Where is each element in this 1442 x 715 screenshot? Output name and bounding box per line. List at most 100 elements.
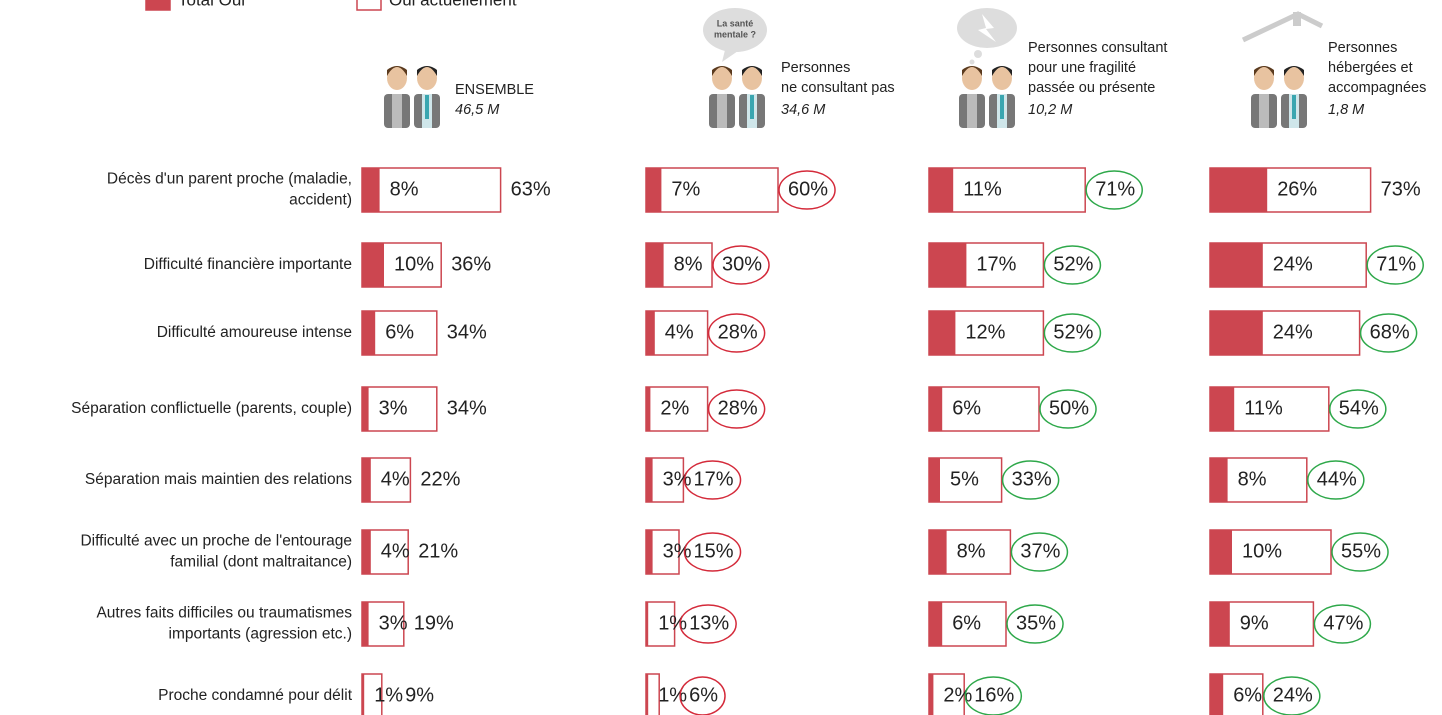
category-label: Difficulté financière importante <box>144 256 352 273</box>
total-label: 71% <box>1376 253 1416 275</box>
total-label: 37% <box>1020 540 1060 562</box>
current-bar <box>646 387 651 431</box>
category-label: Décès d'un parent proche (maladie, <box>107 171 352 188</box>
total-bar <box>645 167 779 213</box>
highlight-circle <box>1307 460 1365 500</box>
current-bar <box>362 387 369 431</box>
current-label: 11% <box>963 178 1002 200</box>
total-label: 17% <box>694 468 734 490</box>
current-bar <box>929 243 967 287</box>
highlight-circle <box>679 676 726 715</box>
house-roof <box>1241 11 1324 43</box>
current-label: 4% <box>381 468 410 490</box>
group-size: 10,2 M <box>1028 102 1073 118</box>
category-label: Séparation mais maintien des relations <box>85 471 352 488</box>
category-label: importants (agression etc.) <box>169 626 353 643</box>
total-label: 21% <box>418 540 458 562</box>
current-label: 9% <box>1240 612 1269 634</box>
current-bar <box>929 168 954 212</box>
current-bar <box>1210 458 1228 502</box>
total-label: 44% <box>1317 468 1357 490</box>
current-bar <box>362 311 376 355</box>
current-bar <box>362 168 380 212</box>
icon-shirt <box>1259 94 1269 128</box>
icon-hair <box>417 66 437 76</box>
current-bar <box>929 387 943 431</box>
group-label: pour une fragilité <box>1028 60 1136 76</box>
category-label: Difficulté avec un proche de l'entourage <box>80 533 352 550</box>
current-label: 3% <box>663 540 692 562</box>
current-bar <box>646 458 653 502</box>
total-label: 28% <box>718 321 758 343</box>
group-size: 46,5 M <box>455 102 500 118</box>
current-label: 3% <box>379 397 408 419</box>
total-label: 15% <box>694 540 734 562</box>
icon-hair <box>712 66 732 76</box>
icon-tie <box>750 95 754 119</box>
current-label: 11% <box>1244 397 1283 419</box>
legend-label: Oui actuellement <box>389 0 517 9</box>
total-label: 60% <box>788 178 828 200</box>
highlight-circle <box>679 604 737 644</box>
group-size: 34,6 M <box>781 102 826 118</box>
total-label: 52% <box>1053 253 1093 275</box>
icon-hair <box>387 66 407 76</box>
icon-hair <box>992 66 1012 76</box>
group-label: hébergées et <box>1328 60 1413 76</box>
current-label: 6% <box>952 612 981 634</box>
current-label: 8% <box>674 253 703 275</box>
current-bar <box>1210 311 1263 355</box>
highlight-circle <box>1359 313 1418 353</box>
current-label: 2% <box>943 684 972 706</box>
total-label: 34% <box>447 321 487 343</box>
current-label: 1% <box>658 612 687 634</box>
current-label: 4% <box>381 540 410 562</box>
legend-swatch <box>356 0 382 11</box>
current-bar <box>929 458 940 502</box>
current-label: 8% <box>390 178 419 200</box>
total-label: 13% <box>689 612 729 634</box>
current-bar <box>1210 674 1224 715</box>
highlight-circle <box>964 676 1023 715</box>
icon-tie <box>1292 95 1296 119</box>
total-label: 6% <box>689 684 718 706</box>
current-label: 17% <box>976 253 1016 275</box>
highlight-circle <box>683 460 742 500</box>
current-bar <box>929 530 947 574</box>
category-label: Séparation conflictuelle (parents, coupl… <box>71 400 352 417</box>
total-label: 55% <box>1341 540 1381 562</box>
current-bar <box>1210 168 1268 212</box>
total-label: 19% <box>414 612 454 634</box>
current-label: 5% <box>950 468 979 490</box>
highlight-circle <box>1043 313 1102 353</box>
icon-shirt <box>967 94 977 128</box>
total-label: 22% <box>420 468 460 490</box>
bubble-text: La santé <box>717 18 754 28</box>
current-label: 1% <box>374 684 403 706</box>
icon-head <box>712 66 732 90</box>
current-bar <box>646 674 649 715</box>
lightning <box>978 14 996 42</box>
current-bar <box>929 674 934 715</box>
total-bar <box>361 601 405 647</box>
total-bar <box>928 673 965 715</box>
current-bar <box>929 602 943 646</box>
icon-head <box>742 66 762 90</box>
legend-label: Total Oui <box>178 0 245 9</box>
icon-head <box>1254 66 1274 90</box>
current-label: 3% <box>379 612 408 634</box>
total-label: 16% <box>974 684 1014 706</box>
highlight-circle <box>1085 170 1143 210</box>
highlight-circle <box>1331 532 1389 572</box>
icon-hair <box>1284 66 1304 76</box>
current-label: 26% <box>1277 178 1317 200</box>
category-label: Autres faits difficiles ou traumatismes <box>96 605 352 622</box>
highlight-circle <box>1263 676 1321 715</box>
current-bar <box>1210 602 1230 646</box>
current-bar <box>646 311 655 355</box>
highlight-circle <box>1010 532 1069 572</box>
current-bar <box>929 311 956 355</box>
total-label: 33% <box>1012 468 1052 490</box>
total-label: 30% <box>722 253 762 275</box>
icon-shirt <box>392 94 402 128</box>
